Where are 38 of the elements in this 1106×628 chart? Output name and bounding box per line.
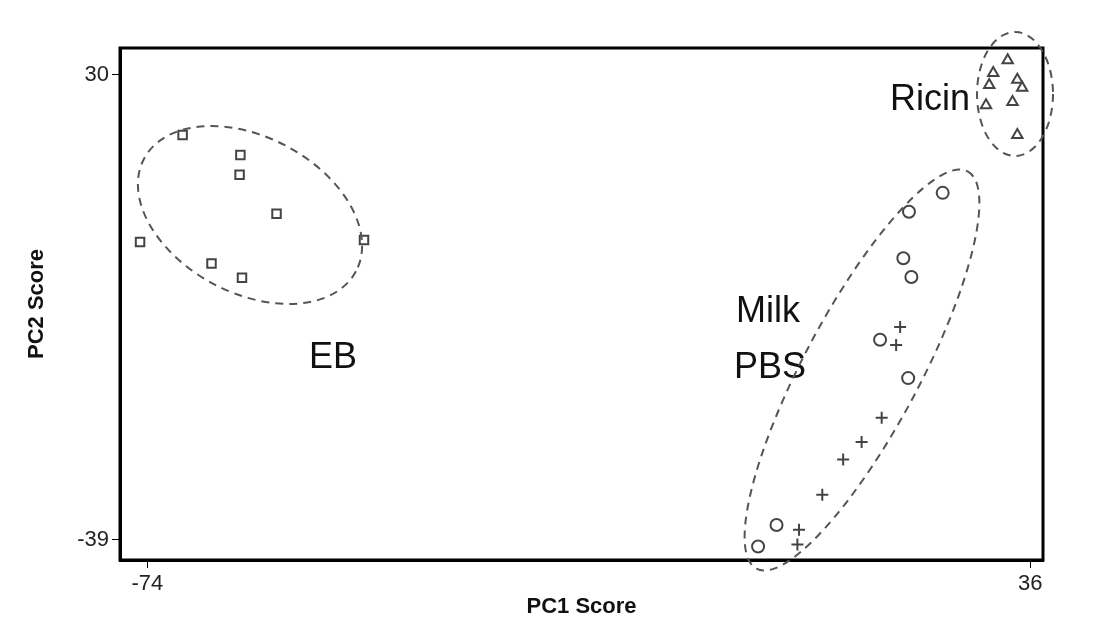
point xyxy=(235,149,246,161)
y-axis-title: PC2 Score xyxy=(23,248,49,360)
point xyxy=(815,487,830,502)
point xyxy=(1011,72,1024,84)
point xyxy=(1006,94,1019,106)
point xyxy=(236,272,248,283)
point xyxy=(896,251,911,266)
x-axis-title: PC1 Score xyxy=(526,592,637,618)
point xyxy=(1011,127,1024,139)
series-label: Ricin xyxy=(889,76,971,118)
point xyxy=(234,169,245,180)
point xyxy=(1015,80,1029,92)
point xyxy=(790,537,805,552)
point xyxy=(874,410,889,425)
point xyxy=(134,236,146,248)
point xyxy=(751,539,766,554)
point xyxy=(177,129,188,141)
point xyxy=(271,208,282,219)
point xyxy=(358,234,370,246)
text: EB xyxy=(308,334,358,376)
point xyxy=(836,452,851,467)
point xyxy=(769,517,784,532)
point xyxy=(904,270,919,285)
point xyxy=(935,185,950,200)
point xyxy=(901,371,916,386)
x-tick-label: 36 xyxy=(1017,570,1043,596)
y-tick-label: -39 xyxy=(77,525,109,551)
text: Milk xyxy=(736,288,801,330)
point xyxy=(206,258,217,269)
point xyxy=(987,65,1000,77)
y-tick-label: 30 xyxy=(84,61,109,87)
point xyxy=(1001,53,1014,65)
point xyxy=(979,98,993,110)
point xyxy=(873,332,888,347)
point xyxy=(983,78,996,90)
point xyxy=(901,204,916,219)
x-tick-label: -74 xyxy=(131,570,164,596)
text: PBS xyxy=(733,344,807,386)
